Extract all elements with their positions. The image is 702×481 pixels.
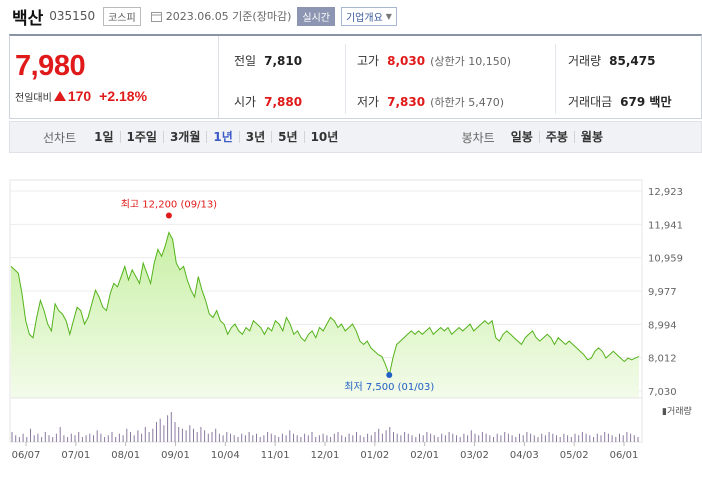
- change-percent: +2.18%: [99, 88, 148, 104]
- period-10y[interactable]: 10년: [310, 130, 339, 144]
- prev-close-value: 7,810: [264, 54, 303, 68]
- high-value: 8,030: [387, 54, 426, 68]
- low-label: 저가: [357, 95, 380, 109]
- open-label: 시가: [234, 95, 257, 109]
- divider: [555, 44, 556, 114]
- stats-area: 전일 7,810 시가 7,880 고가 8,030 (상한가 10,150) …: [219, 36, 701, 118]
- x-tick-label: 02/01: [410, 450, 439, 461]
- divider: [345, 44, 346, 114]
- low-stat: 저가 7,830 (하한가 5,470): [357, 93, 504, 110]
- base-date: 2023.06.05 기준(장마감): [165, 10, 292, 23]
- low-marker: [386, 372, 393, 379]
- change-label: 전일대비: [15, 92, 52, 104]
- line-chart-label: 선차트: [43, 130, 77, 145]
- stock-code: 035150: [49, 9, 96, 23]
- x-tick-label: 05/02: [560, 450, 589, 461]
- x-tick-label: 09/01: [161, 450, 190, 461]
- calendar-icon: [150, 11, 162, 22]
- x-tick-label: 08/01: [111, 450, 140, 461]
- y-tick-label: 11,941: [648, 220, 683, 231]
- x-tick-label: 07/01: [61, 450, 90, 461]
- current-price: 7,980: [15, 50, 86, 82]
- price-area: 7,980 전일대비 170 +2.18%: [10, 36, 219, 118]
- high-label: 고가: [357, 54, 380, 68]
- x-tick-label: 04/03: [510, 450, 539, 461]
- y-tick-label: 9,977: [648, 287, 677, 298]
- chart-svg[interactable]: 12,923 11,941 10,959 9,977 8,994 8,012 7,030 최고…: [0, 160, 702, 477]
- volume-label: 거래량: [568, 54, 602, 68]
- stock-header: 백산 035150 코스피 2023.06.05 기준(장마감) 실시간 기업개…: [12, 4, 397, 29]
- open-value: 7,880: [264, 95, 303, 109]
- x-tick-label: 12/01: [311, 450, 340, 461]
- low-value: 7,830: [387, 95, 426, 109]
- amount-stat: 거래대금 679 백만: [568, 93, 671, 110]
- x-tick-label: 01/02: [360, 450, 389, 461]
- period-3m[interactable]: 3개월: [164, 131, 208, 143]
- realtime-button[interactable]: 실시간: [297, 6, 335, 26]
- high-marker: [165, 212, 172, 219]
- amount-value: 679 백만: [620, 95, 672, 109]
- change-row: 전일대비 170 +2.18%: [15, 88, 147, 104]
- period-5y[interactable]: 5년: [272, 131, 305, 143]
- period-1y[interactable]: 1년: [207, 131, 240, 143]
- stock-name: 백산: [12, 8, 44, 29]
- period-1d[interactable]: 1일: [88, 131, 121, 143]
- chevron-down-icon: ▼: [385, 11, 392, 21]
- candle-daily[interactable]: 일봉: [505, 131, 540, 143]
- price-area-fill: [11, 232, 639, 399]
- volume-value: 85,475: [609, 54, 656, 68]
- y-tick-label: 7,030: [648, 387, 677, 398]
- lower-limit: (하한가 5,470): [430, 96, 504, 109]
- y-tick-label: 8,012: [648, 354, 677, 365]
- company-info-label: 기업개요: [345, 12, 383, 24]
- x-tick-label: 06/01: [610, 450, 639, 461]
- y-tick-label: 12,923: [648, 187, 683, 198]
- candle-chart-label: 봉차트: [461, 130, 495, 145]
- upper-limit: (상한가 10,150): [430, 55, 511, 68]
- amount-label: 거래대금: [568, 95, 613, 109]
- open-stat: 시가 7,880: [234, 93, 302, 110]
- high-annotation: 최고 12,200 (09/13): [121, 199, 217, 211]
- prev-close-label: 전일: [234, 54, 257, 68]
- volume-stat: 거래량 85,475: [568, 52, 655, 69]
- volume-area: [9, 397, 643, 443]
- period-3y[interactable]: 3년: [240, 131, 273, 143]
- x-tick-label: 03/02: [460, 450, 489, 461]
- period-1w[interactable]: 1주일: [121, 131, 164, 143]
- x-tick-label: 10/04: [211, 450, 240, 461]
- price-line: [10, 231, 640, 377]
- chart-toolbar: 선차트 1일 1주일 3개월 1년 3년 5년 10년 봉차트 일봉 주봉 월봉: [9, 121, 702, 153]
- price-chart[interactable]: 12,923 11,941 10,959 9,977 8,994 8,012 7,030 최고…: [0, 160, 702, 477]
- volume-label: ▮거래량: [662, 405, 692, 417]
- quote-panel: 7,980 전일대비 170 +2.18% 전일 7,810 시가 7,880 …: [9, 34, 702, 119]
- market-tag: 코스피: [103, 6, 141, 26]
- high-stat: 고가 8,030 (상한가 10,150): [357, 52, 511, 69]
- company-info-dropdown[interactable]: 기업개요 ▼: [340, 6, 397, 26]
- y-tick-label: 10,959: [648, 254, 683, 265]
- low-annotation: 최저 7,500 (01/03): [344, 381, 434, 393]
- y-tick-label: 8,994: [648, 320, 677, 331]
- x-tick-label: 11/01: [261, 450, 290, 461]
- x-tick-label: 06/07: [12, 450, 41, 461]
- change-value: 170: [67, 88, 92, 104]
- candle-monthly[interactable]: 월봉: [580, 130, 603, 144]
- prev-close-stat: 전일 7,810: [234, 52, 302, 69]
- up-arrow-icon: [53, 91, 66, 101]
- candle-weekly[interactable]: 주봉: [540, 131, 575, 143]
